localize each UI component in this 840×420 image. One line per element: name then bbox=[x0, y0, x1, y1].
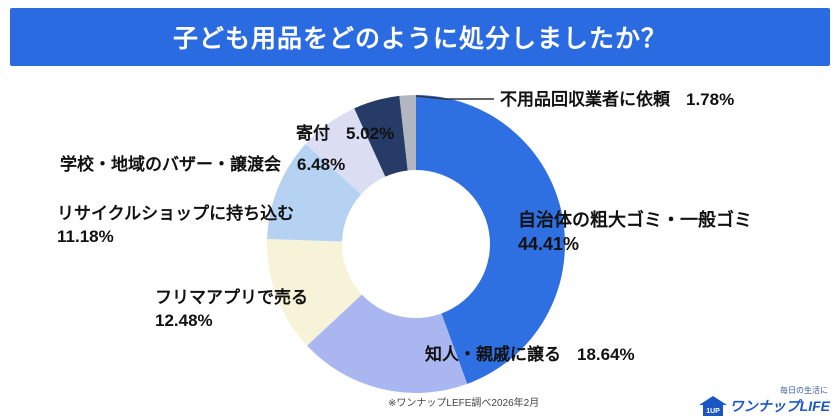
label-text: 自治体の粗大ゴミ・一般ゴミ bbox=[518, 210, 752, 230]
house-icon: 1UP bbox=[698, 396, 727, 416]
slice-label-furima: フリマアプリで売る 12.48% bbox=[155, 287, 308, 333]
label-value: 6.48% bbox=[297, 155, 346, 174]
label-value: 12.48% bbox=[155, 310, 213, 330]
label-value: 1.78% bbox=[686, 90, 735, 109]
slice-label-recycle: リサイクルショップに持ち込む 11.18% bbox=[57, 203, 294, 249]
svg-text:1UP: 1UP bbox=[706, 408, 720, 415]
logo-text: ワンナップLIFE bbox=[729, 398, 830, 414]
header-bar: 子ども用品をどのように処分しましたか？ bbox=[10, 8, 830, 66]
label-value: 11.18% bbox=[57, 226, 114, 246]
label-value: 5.02% bbox=[346, 124, 395, 143]
slice-label-chijin: 知人・親戚に譲る 18.64% bbox=[425, 344, 635, 367]
leader-line-fuyohin bbox=[415, 95, 494, 100]
donut-slices bbox=[267, 95, 565, 393]
label-text: フリマアプリで売る bbox=[155, 288, 308, 307]
slice-label-jichitai: 自治体の粗大ゴミ・一般ゴミ 44.41% bbox=[518, 208, 752, 257]
slice-label-fuyohin: 不用品回収業者に依頼 1.78% bbox=[500, 89, 734, 112]
donut-slice-1 bbox=[307, 294, 468, 393]
label-text: 学校・地域のバザー・譲渡会 bbox=[60, 155, 281, 174]
donut-slice-0 bbox=[416, 95, 565, 384]
donut-slice-6 bbox=[399, 95, 416, 171]
oneup-life-logo: 毎日の生活に 1UP ワンナップLIFE bbox=[698, 386, 830, 416]
label-value: 44.41% bbox=[518, 234, 580, 255]
page-title: 子ども用品をどのように処分しましたか？ bbox=[172, 25, 667, 53]
slice-label-kifu: 寄付 5.02% bbox=[296, 123, 394, 146]
donut-slice-4 bbox=[305, 108, 386, 195]
label-text: 知人・親戚に譲る bbox=[425, 345, 561, 364]
source-note: ※ワンナップLEFE調べ2026年2月 bbox=[388, 398, 540, 409]
label-text: リサイクルショップに持ち込む bbox=[57, 204, 295, 223]
label-value: 18.64% bbox=[577, 345, 635, 364]
slice-label-bazaar: 学校・地域のバザー・譲渡会 6.48% bbox=[60, 154, 345, 177]
donut-slice-5 bbox=[354, 95, 408, 177]
label-text: 不用品回収業者に依頼 bbox=[500, 90, 670, 109]
logo-tagline: 毎日の生活に bbox=[780, 386, 828, 396]
label-text: 寄付 bbox=[296, 124, 330, 143]
donut-slice-2 bbox=[267, 238, 362, 346]
donut-slice-3 bbox=[267, 143, 362, 242]
